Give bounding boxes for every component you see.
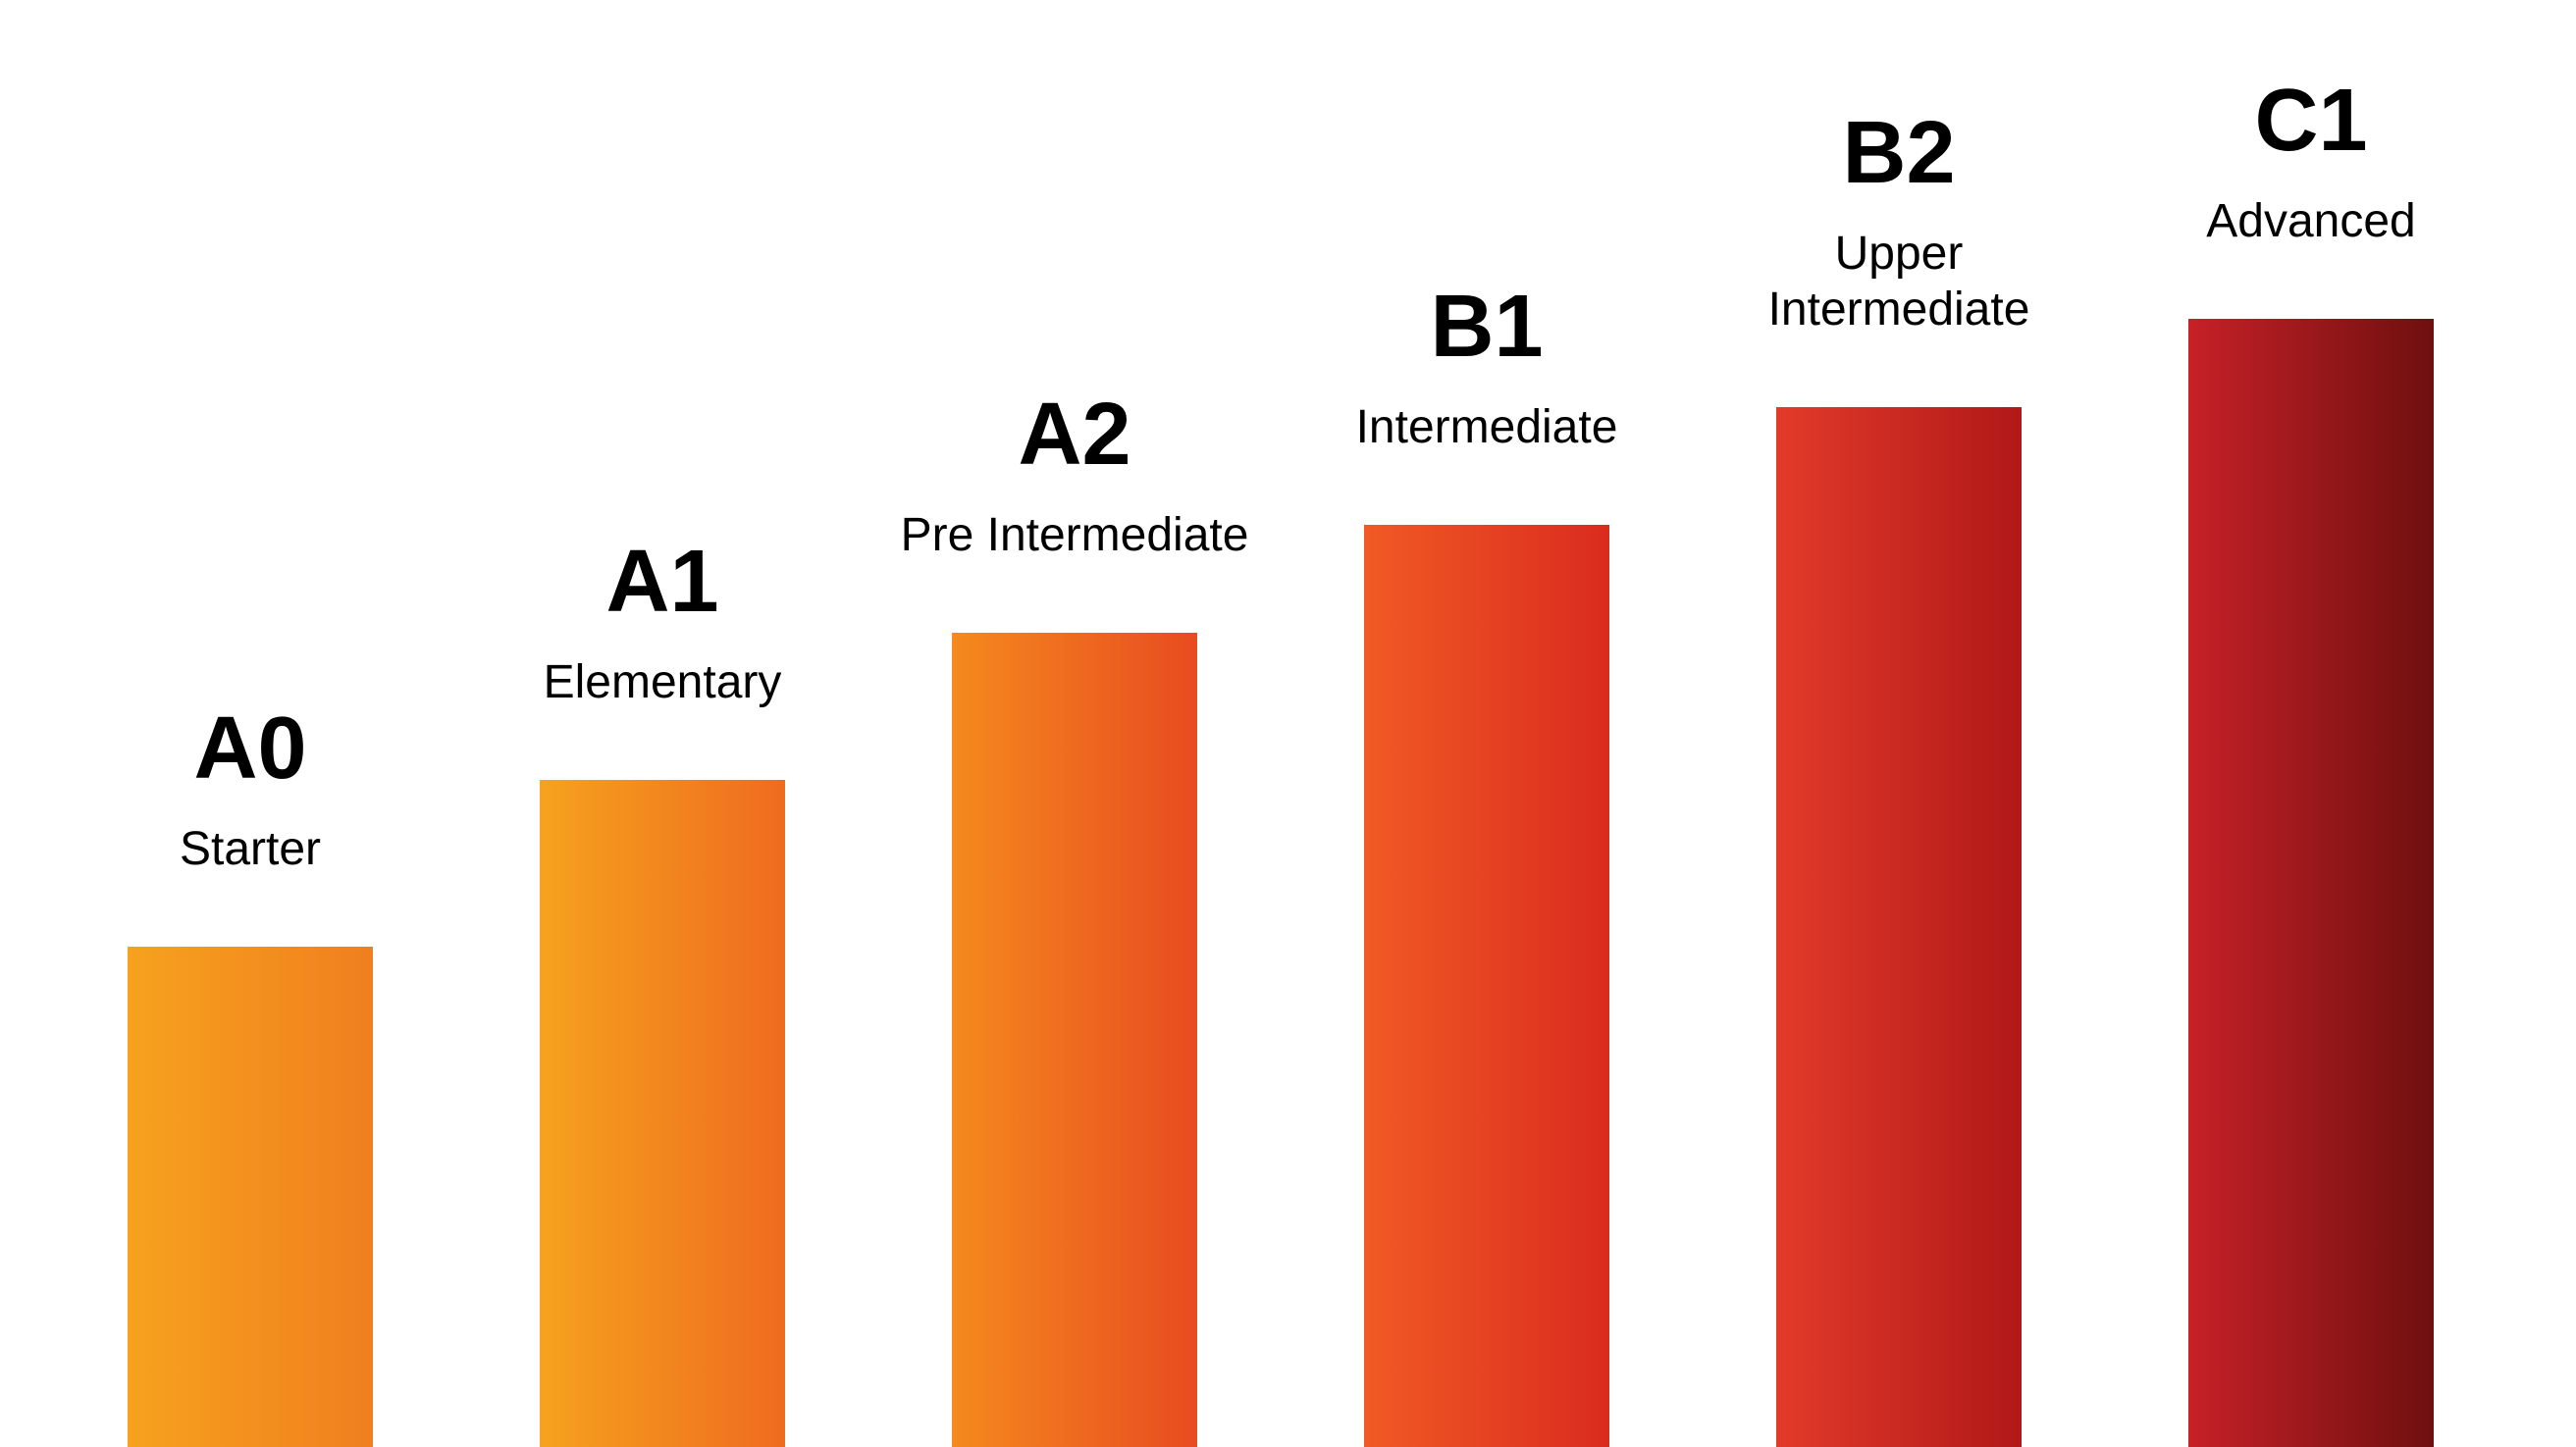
level-code: A2 — [1018, 387, 1130, 484]
level-code: C1 — [2254, 73, 2367, 170]
level-column: B1 Intermediate — [1300, 279, 1673, 1447]
level-label: Pre Intermediate — [901, 507, 1249, 564]
level-code: A0 — [193, 700, 306, 798]
level-label: Starter — [180, 821, 321, 878]
level-label: Elementary — [544, 654, 782, 711]
level-bar — [1776, 407, 2022, 1447]
level-bar — [128, 947, 373, 1447]
levels-bar-chart: A0 Starter A1 Elementary A2 Pre Intermediate B… — [0, 0, 2576, 1447]
level-column: A2 Pre Intermediate — [888, 387, 1261, 1447]
level-column: A1 Elementary — [476, 534, 849, 1447]
level-code: A1 — [605, 534, 718, 631]
level-bar — [1364, 525, 1609, 1447]
level-column: B2 Upper Intermediate — [1712, 105, 2085, 1447]
level-bar — [952, 633, 1197, 1447]
level-bar — [2188, 319, 2434, 1447]
level-bar — [540, 780, 785, 1447]
level-label: Intermediate — [1356, 399, 1618, 456]
level-column: C1 Advanced — [2125, 73, 2497, 1447]
level-code: B1 — [1430, 279, 1543, 376]
level-column: A0 Starter — [64, 700, 437, 1447]
level-label: Upper Intermediate — [1768, 226, 2030, 338]
level-code: B2 — [1842, 105, 1955, 202]
level-label: Advanced — [2206, 193, 2416, 250]
